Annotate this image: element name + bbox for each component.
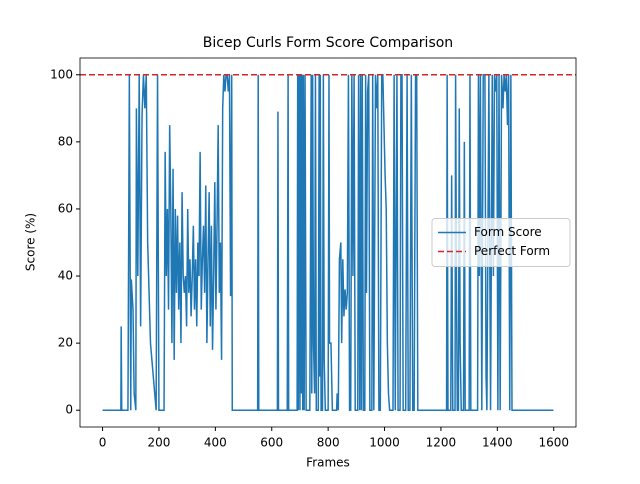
x-tick-label: 1400 — [482, 436, 513, 450]
y-tick-label: 0 — [65, 403, 73, 417]
legend-box — [431, 218, 571, 267]
x-tick-label: 1000 — [369, 436, 400, 450]
y-tick-label: 20 — [58, 336, 73, 350]
x-tick-label: 400 — [204, 436, 227, 450]
legend-label: Perfect Form — [474, 244, 550, 258]
x-tick-label: 600 — [260, 436, 283, 450]
chart-title: Bicep Curls Form Score Comparison — [203, 35, 453, 51]
x-tick-label: 800 — [317, 436, 340, 450]
line-series — [102, 74, 554, 411]
y-tick-label: 60 — [58, 201, 73, 215]
legend-label: Form Score — [474, 225, 542, 239]
x-tick-label: 1600 — [538, 436, 569, 450]
plot-frame — [79, 57, 577, 428]
y-tick-label: 80 — [58, 134, 73, 148]
y-tick-label: 100 — [50, 67, 73, 81]
y-axis-label: Score (%) — [24, 213, 38, 271]
y-tick-label: 40 — [58, 269, 73, 283]
x-axis-label: Frames — [306, 456, 350, 470]
x-tick-label: 1200 — [426, 436, 457, 450]
x-tick-label: 0 — [99, 436, 107, 450]
x-tick-label: 200 — [148, 436, 171, 450]
